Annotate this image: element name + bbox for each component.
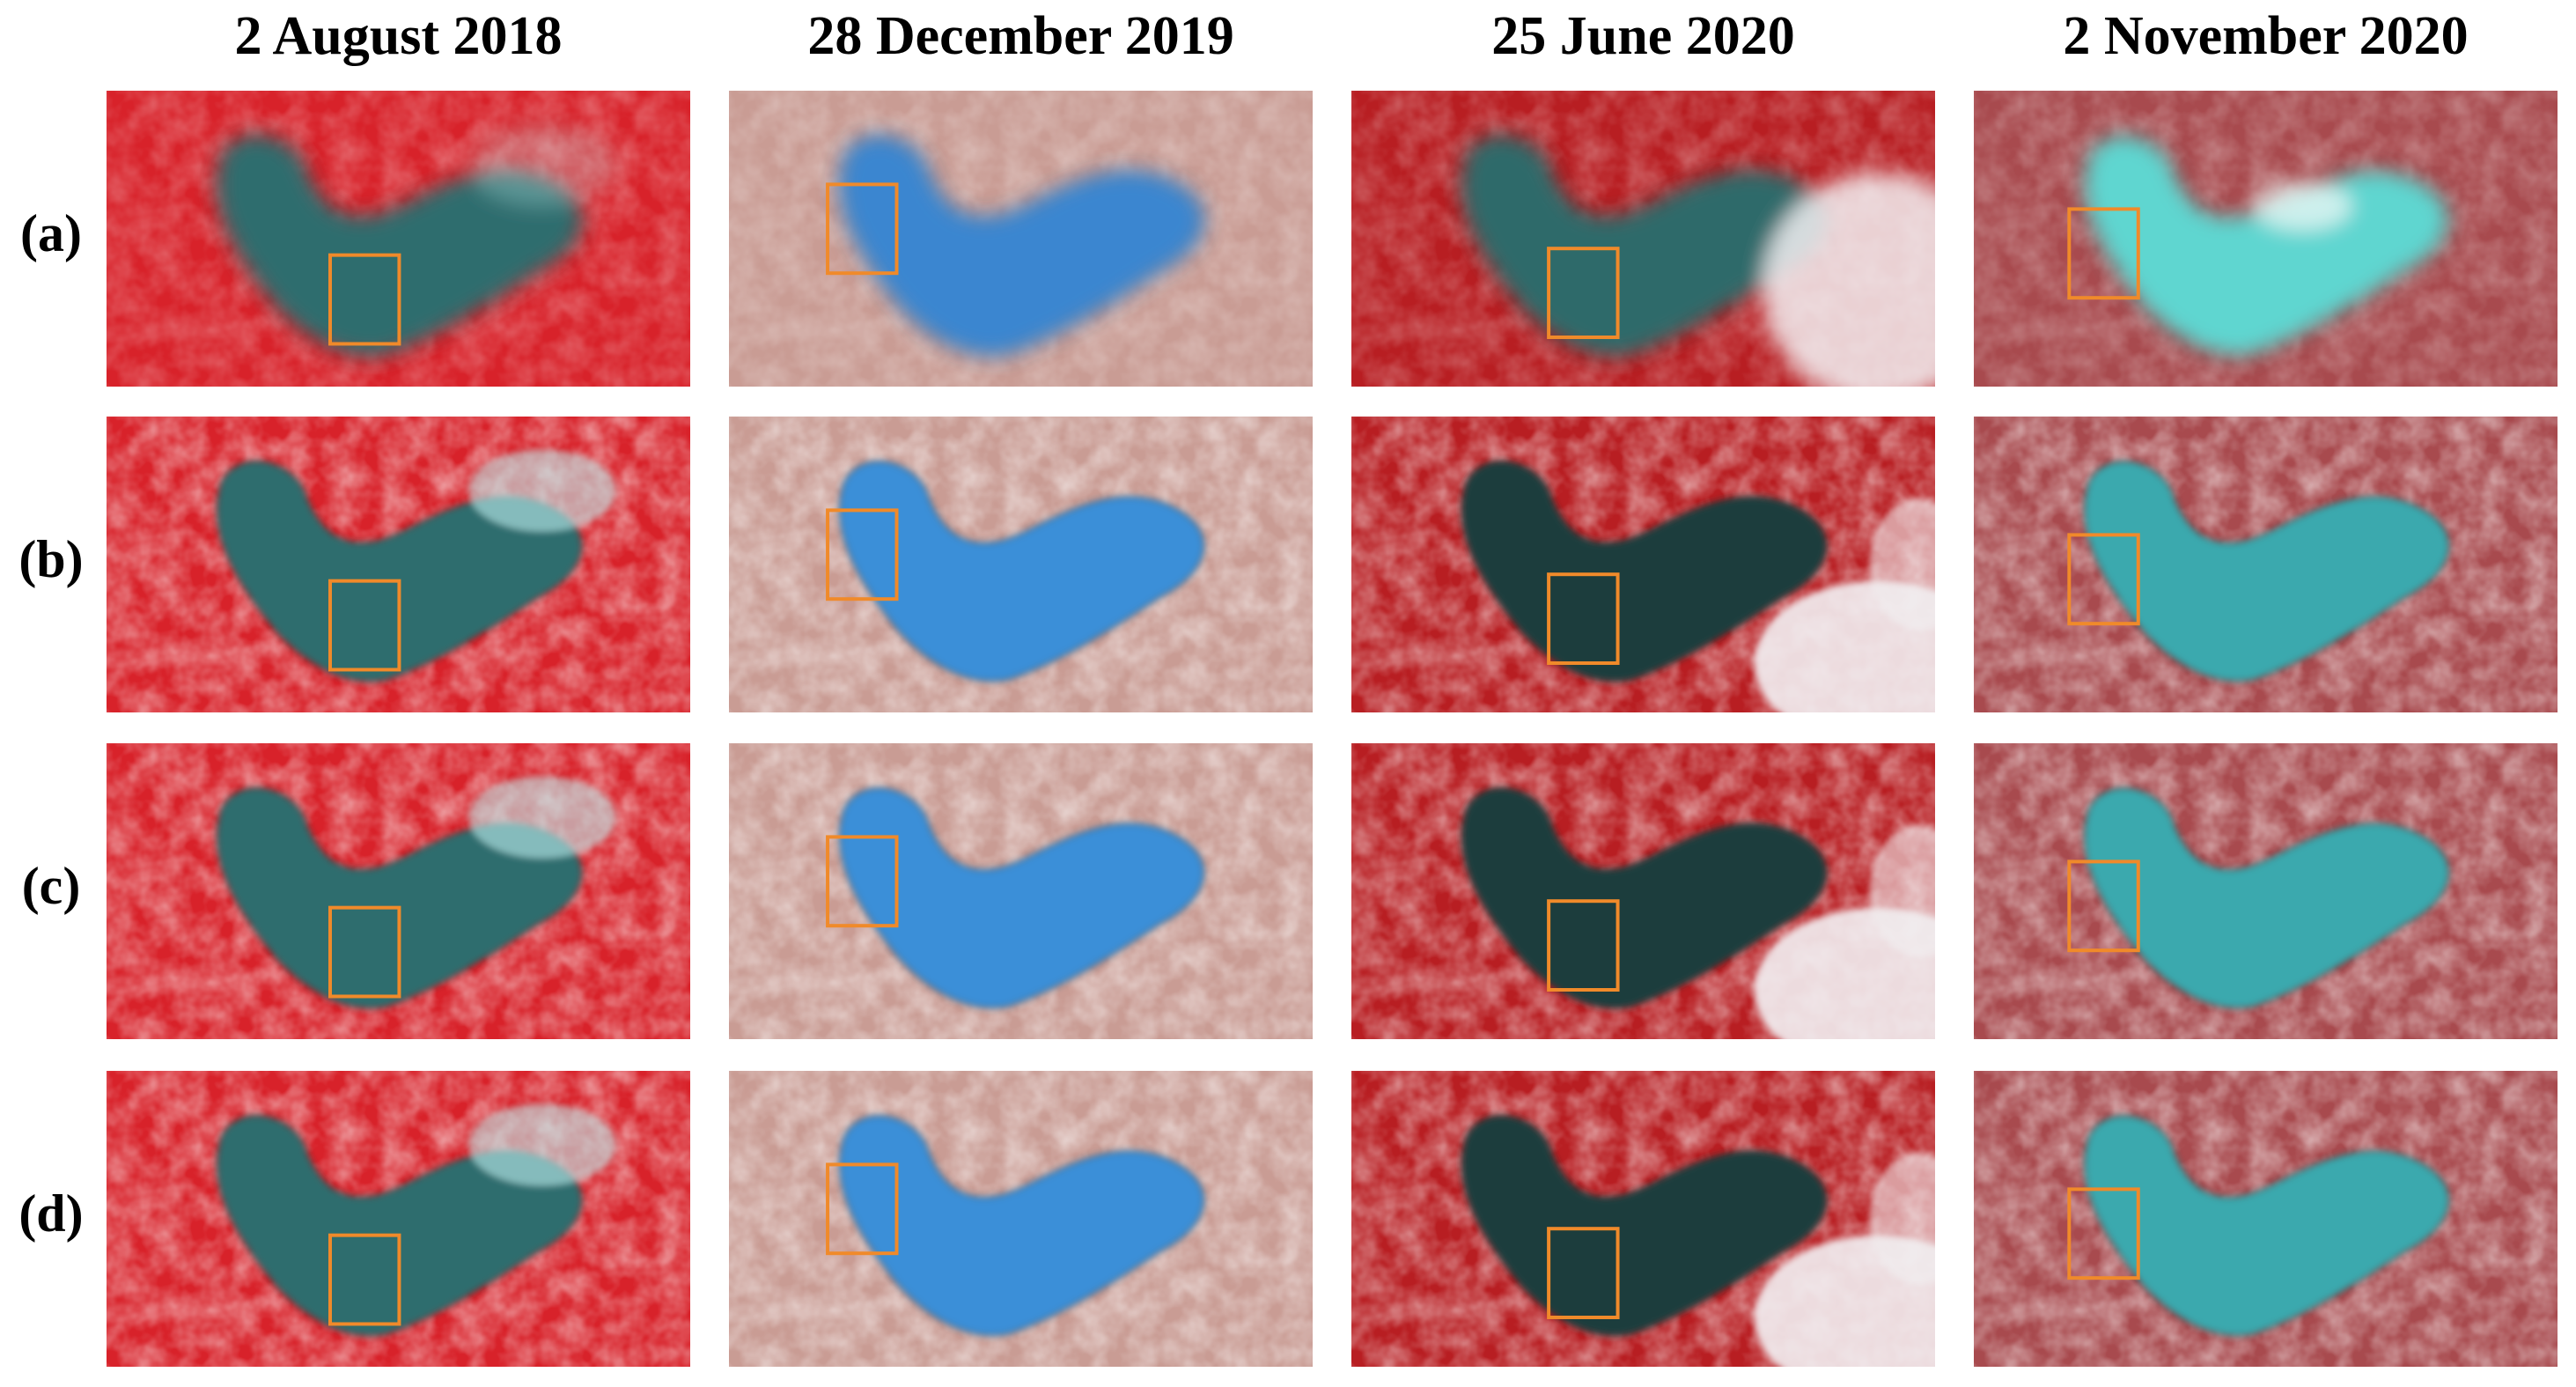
scene [215,449,616,683]
cloud [1869,825,1935,957]
image-content [1974,743,2558,1039]
scene [837,134,1206,358]
column-header: 2 November 2020 [2063,6,2468,66]
scene [837,460,1206,683]
column-header: 25 June 2020 [1491,6,1794,66]
image-content [1351,91,1935,387]
cloud [1762,173,1935,387]
lake [1460,460,1829,683]
image-panel [1351,743,1935,1039]
row-label: (b) [18,530,83,588]
region-box [328,253,401,346]
image-panel [1974,417,2558,712]
column-header: 2 August 2018 [234,6,562,66]
cloud [1869,498,1935,631]
cloud [1869,1153,1935,1285]
region-box [2067,207,2140,300]
image-content [107,91,690,387]
lake [837,786,1206,1010]
region-box [1547,247,1620,339]
scene [215,776,616,1010]
image-content [729,91,1313,387]
row-label: (c) [22,857,81,915]
region-box [826,1162,899,1256]
image-panel [1974,1071,2558,1367]
scene [837,1114,1206,1338]
scene [1460,134,1935,387]
scene [2082,134,2451,358]
lake [837,134,1206,358]
image-panel [729,1071,1313,1367]
scene [215,1103,616,1338]
image-content [1351,1071,1935,1367]
image-panel [729,743,1313,1039]
lake [837,1114,1206,1338]
row-label: (d) [18,1184,83,1243]
image-content [1974,1071,2558,1367]
cloud [1754,907,1935,1039]
scene [1460,1114,1935,1367]
image-panel [107,91,690,387]
region-box [1547,1227,1620,1319]
image-content [729,417,1313,712]
image-panel [107,743,690,1039]
region-box [826,508,899,601]
image-panel [107,1071,690,1367]
cloud [467,449,616,532]
region-box [826,182,899,276]
column-header: 28 December 2019 [807,6,1233,66]
scene [837,786,1206,1010]
image-content [1974,417,2558,712]
image-content [1351,417,1935,712]
image-content [1974,91,2558,387]
lake [1460,786,1829,1010]
image-content [107,1071,690,1367]
region-box [2067,859,2140,953]
region-box [2067,1187,2140,1280]
image-panel [1351,91,1935,387]
row-label: (a) [20,204,82,262]
image-content [1351,743,1935,1039]
region-box [328,1233,401,1326]
image-content [729,743,1313,1039]
cloud [1754,580,1935,712]
scene [1460,786,1935,1039]
scene [1460,460,1935,712]
region-box [2067,533,2140,626]
cloud [467,776,616,859]
region-box [1547,899,1620,992]
image-panel [729,417,1313,712]
image-panel [107,417,690,712]
lake [1460,1114,1829,1338]
region-box [1547,572,1620,665]
image-panel [1974,743,2558,1039]
image-panel [1351,1071,1935,1367]
cloud [467,1103,616,1186]
image-content [729,1071,1313,1367]
region-box [826,835,899,928]
region-box [328,905,401,999]
image-panel [729,91,1313,387]
cloud [467,123,616,206]
lake [837,460,1206,683]
cloud [2253,181,2352,231]
scene [215,123,616,358]
image-panel [1351,417,1935,712]
image-panel [1974,91,2558,387]
region-box [328,579,401,672]
